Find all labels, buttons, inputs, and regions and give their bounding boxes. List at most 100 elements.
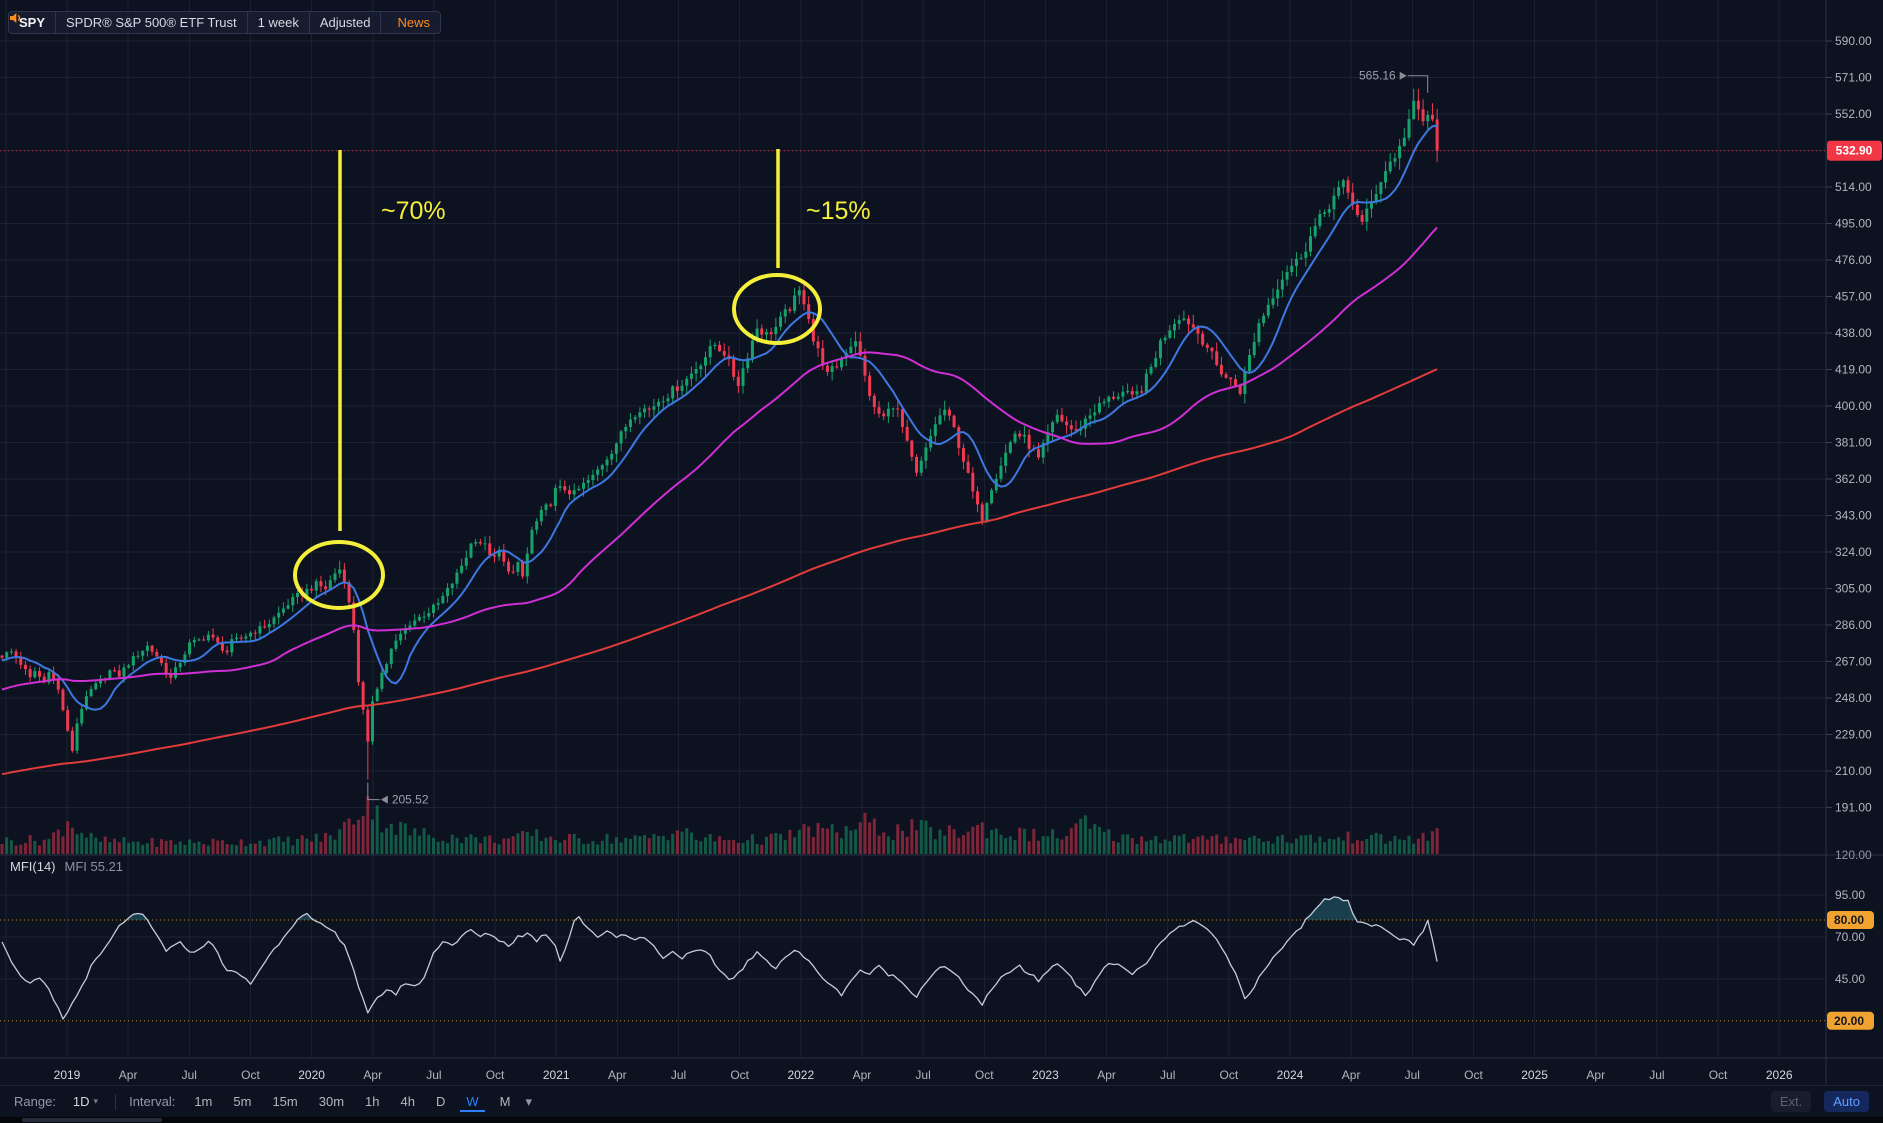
mfi-value: MFI 55.21 bbox=[64, 859, 124, 874]
svg-text:324.00: 324.00 bbox=[1835, 545, 1872, 559]
svg-text:Jul: Jul bbox=[426, 1068, 441, 1082]
interval-button-1h[interactable]: 1h bbox=[365, 1094, 380, 1109]
svg-text:Oct: Oct bbox=[975, 1068, 994, 1082]
svg-text:381.00: 381.00 bbox=[1835, 435, 1872, 449]
svg-text:2021: 2021 bbox=[543, 1068, 570, 1082]
svg-text:Apr: Apr bbox=[853, 1068, 872, 1082]
svg-text:Apr: Apr bbox=[1586, 1068, 1605, 1082]
mfi-title: MFI(14) bbox=[10, 859, 56, 874]
interval-button-w[interactable]: W bbox=[460, 1092, 485, 1112]
interval-buttons: 1m 5m 15m 30m 1h 4h D W M ▾ bbox=[188, 1092, 532, 1112]
interval-chip[interactable]: 1 week bbox=[246, 12, 309, 33]
svg-text:Jul: Jul bbox=[671, 1068, 686, 1082]
svg-text:343.00: 343.00 bbox=[1835, 508, 1872, 522]
interval-button-30m[interactable]: 30m bbox=[318, 1094, 345, 1109]
svg-text:45.00: 45.00 bbox=[1835, 972, 1865, 986]
svg-text:210.00: 210.00 bbox=[1835, 764, 1872, 778]
svg-text:2026: 2026 bbox=[1766, 1068, 1793, 1082]
svg-text:Jul: Jul bbox=[1649, 1068, 1664, 1082]
volume-layer bbox=[0, 796, 1439, 854]
interval-button-15m[interactable]: 15m bbox=[272, 1094, 298, 1109]
grid-layer bbox=[0, 0, 1826, 1058]
svg-text:Oct: Oct bbox=[1220, 1068, 1239, 1082]
svg-text:438.00: 438.00 bbox=[1835, 326, 1872, 340]
svg-text:457.00: 457.00 bbox=[1835, 289, 1872, 303]
sma-mid bbox=[1, 226, 1438, 691]
svg-text:120.00: 120.00 bbox=[1835, 848, 1872, 862]
bottom-edge bbox=[0, 1117, 1883, 1123]
svg-text:2025: 2025 bbox=[1521, 1068, 1548, 1082]
interval-button-d[interactable]: D bbox=[435, 1094, 446, 1109]
svg-text:286.00: 286.00 bbox=[1835, 618, 1872, 632]
interval-button-1m[interactable]: 1m bbox=[194, 1094, 213, 1109]
svg-text:419.00: 419.00 bbox=[1835, 362, 1872, 376]
range-selector[interactable]: 1D ▾ bbox=[69, 1092, 102, 1111]
svg-text:191.00: 191.00 bbox=[1835, 800, 1872, 814]
interval-button-5m[interactable]: 5m bbox=[233, 1094, 252, 1109]
bottom-toolbar: Range: 1D ▾ Interval: 1m 5m 15m 30m 1h 4h D W M ▾… bbox=[0, 1085, 1883, 1117]
svg-text:Oct: Oct bbox=[1464, 1068, 1483, 1082]
symbol-name-chip[interactable]: SPDR® S&P 500® ETF Trust bbox=[55, 12, 247, 33]
svg-text:248.00: 248.00 bbox=[1835, 691, 1872, 705]
symbol-label: SPY bbox=[19, 15, 46, 30]
symbol-chip[interactable]: SPY bbox=[9, 12, 55, 33]
svg-text:2024: 2024 bbox=[1277, 1068, 1304, 1082]
annotation-layer[interactable]: ~70% ~15% bbox=[293, 149, 871, 610]
svg-text:Jul: Jul bbox=[1160, 1068, 1175, 1082]
svg-text:305.00: 305.00 bbox=[1835, 581, 1872, 595]
mfi-plot[interactable] bbox=[0, 896, 1826, 1022]
auto-scale-toggle[interactable]: Auto bbox=[1824, 1091, 1869, 1112]
svg-text:476.00: 476.00 bbox=[1835, 253, 1872, 267]
svg-text:~15%: ~15% bbox=[806, 197, 871, 225]
interval-button-4h[interactable]: 4h bbox=[400, 1094, 415, 1109]
symbol-name-label: SPDR® S&P 500® ETF Trust bbox=[66, 15, 237, 30]
interval-button-m[interactable]: M bbox=[499, 1094, 511, 1109]
toolbar-divider bbox=[115, 1093, 117, 1110]
svg-text:~70%: ~70% bbox=[381, 197, 446, 225]
ma-lines bbox=[1, 124, 1438, 776]
svg-text:Apr: Apr bbox=[1097, 1068, 1116, 1082]
svg-text:552.00: 552.00 bbox=[1835, 107, 1872, 121]
svg-text:Oct: Oct bbox=[486, 1068, 505, 1082]
chevron-down-icon: ▾ bbox=[525, 1093, 533, 1109]
svg-text:Apr: Apr bbox=[363, 1068, 382, 1082]
svg-text:205.52: 205.52 bbox=[392, 793, 429, 807]
svg-text:514.00: 514.00 bbox=[1835, 180, 1872, 194]
candles-layer[interactable] bbox=[0, 88, 1439, 780]
svg-text:Jul: Jul bbox=[915, 1068, 930, 1082]
sma-slow bbox=[1, 368, 1438, 776]
svg-text:Oct: Oct bbox=[730, 1068, 749, 1082]
range-label: Range: bbox=[14, 1094, 56, 1109]
sma-fast bbox=[1, 124, 1438, 711]
svg-text:362.00: 362.00 bbox=[1835, 472, 1872, 486]
svg-text:2019: 2019 bbox=[54, 1068, 81, 1082]
price-axis[interactable]: 590.00 571.00 552.00 514.00 495.00 476.00 457.… bbox=[1825, 0, 1882, 1085]
symbol-header: SPY SPDR® S&P 500® ETF Trust 1 week Adju… bbox=[8, 11, 441, 34]
news-chip[interactable]: News bbox=[10, 12, 440, 33]
svg-text:Jul: Jul bbox=[1405, 1068, 1420, 1082]
svg-text:Apr: Apr bbox=[608, 1068, 627, 1082]
price-markers: 565.16 205.52 bbox=[367, 69, 1429, 807]
horizontal-scrollbar[interactable] bbox=[22, 1118, 162, 1122]
adjusted-label: Adjusted bbox=[319, 15, 371, 30]
svg-text:400.00: 400.00 bbox=[1835, 399, 1872, 413]
svg-text:95.00: 95.00 bbox=[1835, 888, 1865, 902]
svg-text:532.90: 532.90 bbox=[1836, 144, 1873, 158]
svg-text:Apr: Apr bbox=[1342, 1068, 1361, 1082]
svg-text:Oct: Oct bbox=[241, 1068, 260, 1082]
svg-text:Jul: Jul bbox=[182, 1068, 197, 1082]
extended-hours-toggle[interactable]: Ext. bbox=[1770, 1091, 1812, 1112]
svg-text:565.16: 565.16 bbox=[1359, 69, 1396, 83]
chart-canvas[interactable]: 565.16 205.52 ~70% ~15% 590.00 571.00 552.00 51… bbox=[0, 0, 1883, 1085]
svg-text:267.00: 267.00 bbox=[1835, 654, 1872, 668]
svg-text:590.00: 590.00 bbox=[1835, 34, 1872, 48]
interval-group-label: Interval: bbox=[129, 1094, 176, 1109]
news-label: News bbox=[397, 15, 430, 30]
svg-text:Apr: Apr bbox=[119, 1068, 138, 1082]
svg-text:495.00: 495.00 bbox=[1835, 216, 1872, 230]
mfi-indicator-header[interactable]: MFI(14) MFI 55.21 bbox=[10, 859, 123, 874]
time-axis[interactable]: 2019 Apr Jul Oct 2020 Apr Jul Oct 2021 Apr Jul Oct 2… bbox=[54, 1068, 1793, 1082]
pane-separators[interactable] bbox=[0, 854, 1883, 1059]
adjusted-chip[interactable]: Adjusted bbox=[308, 12, 381, 33]
